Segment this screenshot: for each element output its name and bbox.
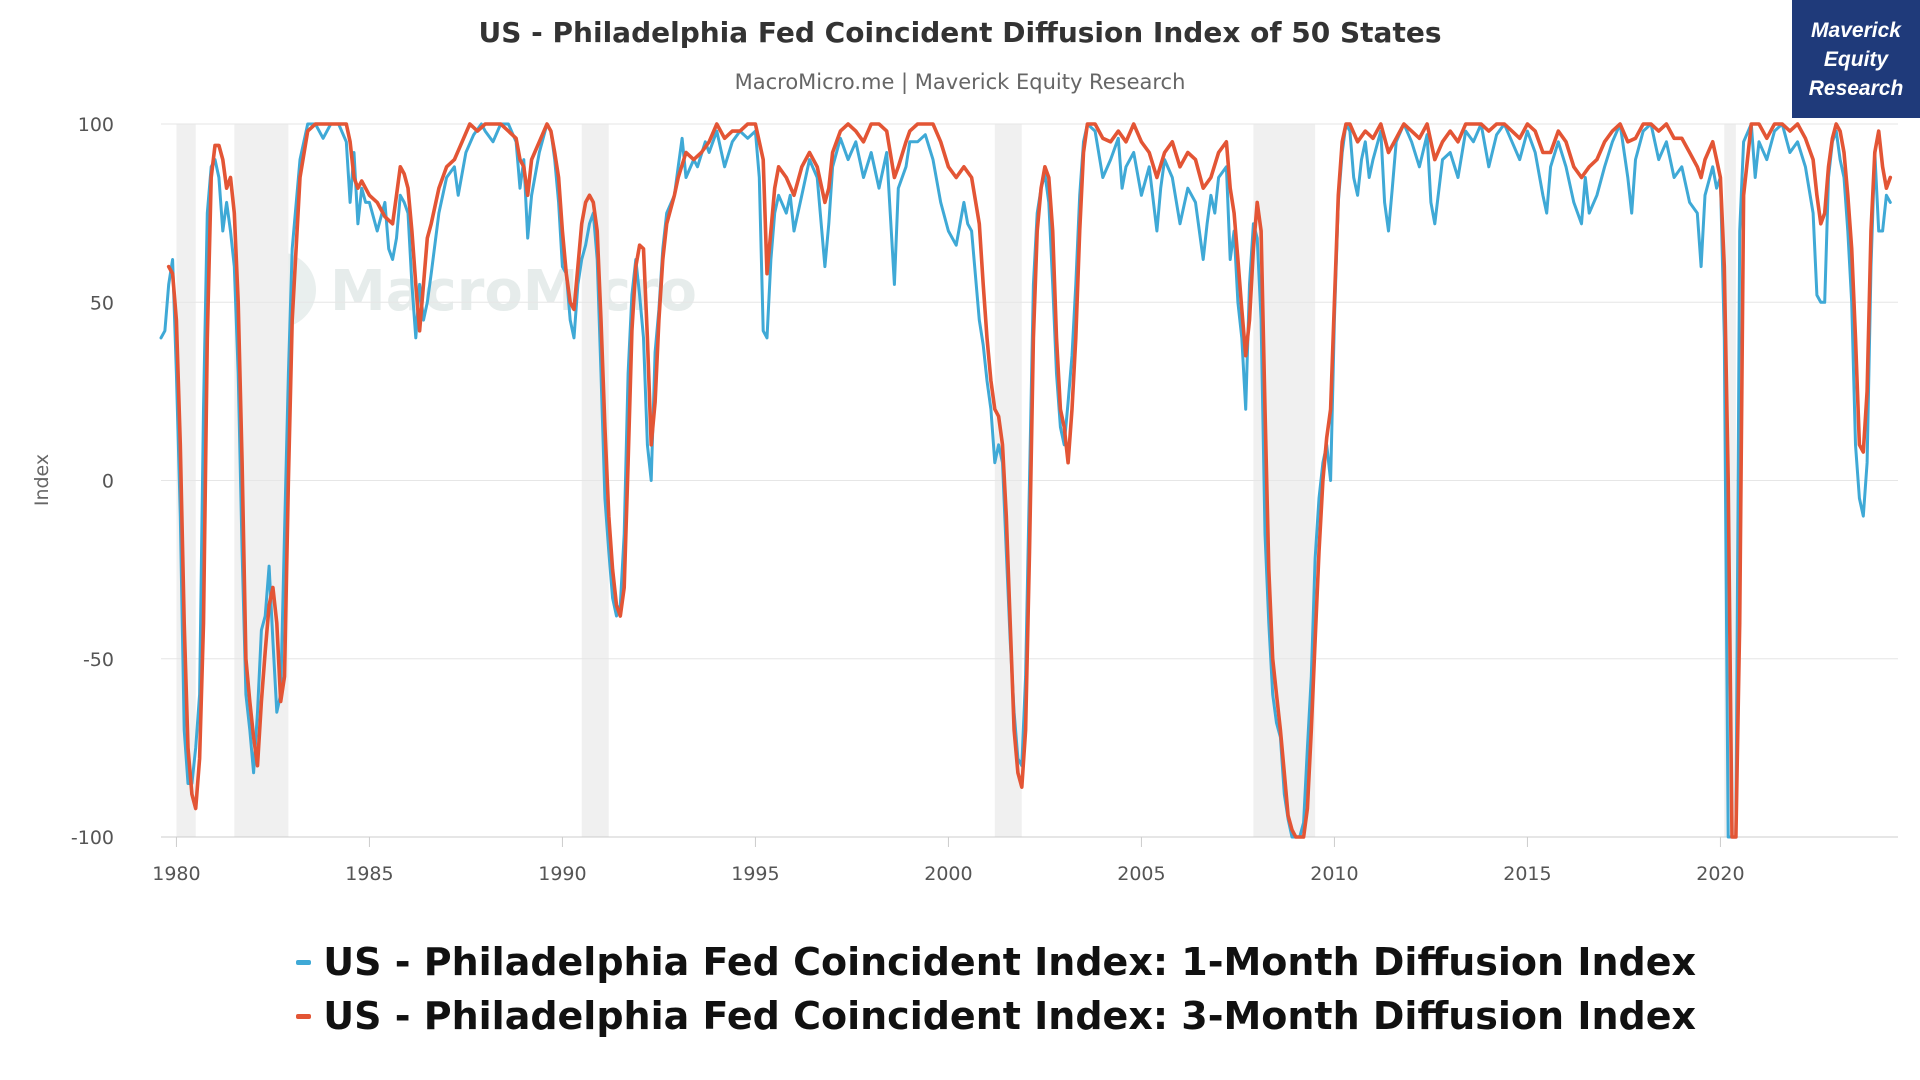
chart-title: US - Philadelphia Fed Coincident Diffusi…	[479, 16, 1442, 49]
y-tick-label: -100	[71, 827, 114, 849]
y-tick-label: -50	[83, 649, 114, 671]
legend-swatch-3-month	[296, 1013, 312, 1019]
y-axis: 100 50 0 -50 -100	[71, 114, 114, 849]
y-tick-label: 0	[102, 471, 114, 493]
y-tick-label: 50	[90, 292, 114, 314]
badge-line-1: Maverick	[1811, 18, 1901, 42]
x-tick-label: 1990	[538, 863, 586, 885]
legend: US - Philadelphia Fed Coincident Index: …	[296, 935, 1696, 1043]
x-tick-label: 2000	[924, 863, 972, 885]
legend-label-3-month: US - Philadelphia Fed Coincident Index: …	[323, 994, 1696, 1038]
x-tick-label: 2020	[1696, 863, 1744, 885]
watermark: MacroMicro	[240, 252, 697, 328]
x-tick-label: 2010	[1310, 863, 1358, 885]
x-tick-label: 1995	[731, 863, 779, 885]
x-tick-label: 1985	[345, 863, 393, 885]
y-tick-label: 100	[78, 114, 114, 136]
x-axis: 1980 1985 1990 1995 2000 2005 2010 2015 2020	[152, 836, 1898, 885]
legend-item-1-month[interactable]: US - Philadelphia Fed Coincident Index: …	[296, 935, 1696, 989]
chart-subtitle: MacroMicro.me | Maverick Equity Research	[735, 70, 1186, 95]
y-axis-title: Index	[31, 454, 53, 506]
legend-label-1-month: US - Philadelphia Fed Coincident Index: …	[323, 940, 1696, 984]
legend-item-3-month[interactable]: US - Philadelphia Fed Coincident Index: …	[296, 989, 1696, 1043]
x-tick-label: 2015	[1503, 863, 1551, 885]
x-tick-label: 1980	[152, 863, 200, 885]
series	[159, 122, 1893, 839]
series-line-3-month	[166, 122, 1893, 839]
x-tick-label: 2005	[1117, 863, 1165, 885]
badge-line-3: Research	[1808, 76, 1904, 100]
badge-line-2: Equity	[1823, 47, 1889, 71]
legend-swatch-1-month	[296, 959, 312, 965]
brand-badge: Maverick Equity Research	[1792, 0, 1920, 118]
